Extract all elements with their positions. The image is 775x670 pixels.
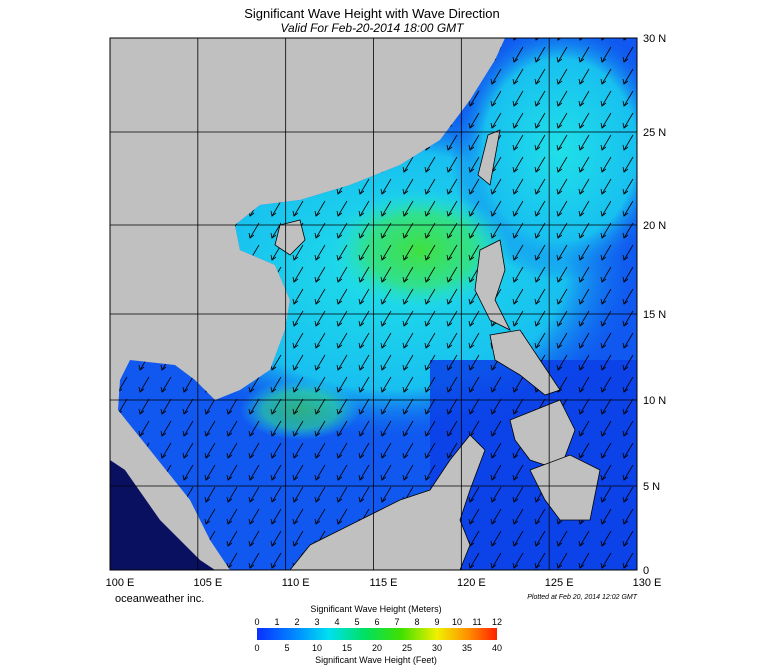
feet-tick: 0 bbox=[254, 643, 259, 653]
lat-label: 0 bbox=[643, 565, 649, 577]
lat-label: 20 N bbox=[643, 220, 666, 232]
colorbar-title-meters: Significant Wave Height (Meters) bbox=[310, 604, 441, 614]
graticule bbox=[110, 38, 637, 570]
feet-tick: 35 bbox=[462, 643, 472, 653]
lat-label: 15 N bbox=[643, 309, 666, 321]
plotted-note: Plotted at Feb 20, 2014 12:02 GMT bbox=[527, 594, 637, 601]
lon-label: 130 E bbox=[633, 577, 662, 589]
meters-tick: 8 bbox=[414, 617, 419, 627]
meters-tick: 4 bbox=[334, 617, 339, 627]
credit: oceanweather inc. bbox=[115, 593, 204, 605]
feet-tick: 10 bbox=[312, 643, 322, 653]
lon-label: 125 E bbox=[545, 577, 574, 589]
map-frame bbox=[109, 37, 638, 571]
feet-tick: 15 bbox=[342, 643, 352, 653]
lon-label: 115 E bbox=[370, 577, 398, 589]
feet-tick: 40 bbox=[492, 643, 502, 653]
meters-tick: 5 bbox=[354, 617, 359, 627]
meters-tick: 3 bbox=[314, 617, 319, 627]
meters-tick: 12 bbox=[492, 617, 502, 627]
lat-label: 30 N bbox=[643, 33, 666, 45]
lat-label: 25 N bbox=[643, 127, 666, 139]
subtitle: Valid For Feb-20-2014 18:00 GMT bbox=[281, 21, 466, 35]
meters-tick: 1 bbox=[274, 617, 279, 627]
lon-label: 120 E bbox=[457, 577, 486, 589]
map bbox=[110, 38, 637, 570]
meters-tick: 10 bbox=[452, 617, 462, 627]
meters-tick: 0 bbox=[254, 617, 259, 627]
colorbar-title-feet: Significant Wave Height (Feet) bbox=[315, 655, 437, 665]
meters-tick: 6 bbox=[374, 617, 379, 627]
colorbar-ticks: 0 1 2 3 4 5 6 7 8 9 10 11 120 5 10 15 20 25 30 35 40 bbox=[254, 617, 502, 653]
meters-tick: 7 bbox=[394, 617, 399, 627]
lat-label: 10 N bbox=[643, 395, 666, 407]
lon-label: 105 E bbox=[193, 577, 222, 589]
feet-tick: 5 bbox=[284, 643, 289, 653]
title: Significant Wave Height with Wave Direct… bbox=[244, 6, 500, 21]
meters-tick: 2 bbox=[294, 617, 299, 627]
meters-tick: 11 bbox=[472, 617, 481, 627]
lon-label: 110 E bbox=[282, 577, 310, 589]
lon-label: 100 E bbox=[106, 577, 135, 589]
colorbar bbox=[257, 628, 497, 640]
feet-tick: 20 bbox=[372, 643, 382, 653]
lat-label: 5 N bbox=[643, 481, 660, 493]
islands bbox=[274, 129, 601, 570]
meters-tick: 9 bbox=[434, 617, 439, 627]
feet-tick: 25 bbox=[402, 643, 412, 653]
feet-tick: 30 bbox=[432, 643, 442, 653]
dark-sea bbox=[110, 460, 215, 570]
